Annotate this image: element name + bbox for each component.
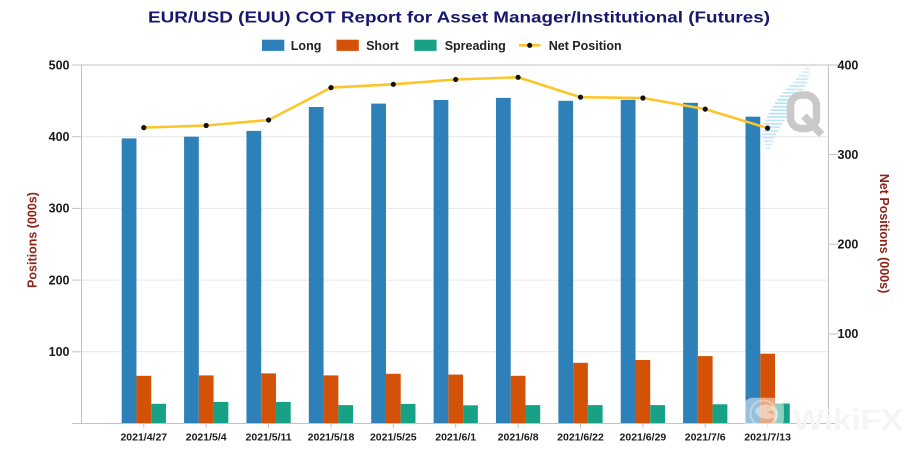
svg-text:2021/5/25: 2021/5/25	[370, 432, 417, 444]
svg-text:100: 100	[49, 345, 70, 359]
svg-text:200: 200	[49, 273, 70, 287]
svg-text:EUR/USD (EUU) COT Report for A: EUR/USD (EUU) COT Report for Asset Manag…	[148, 10, 770, 27]
svg-text:2021/6/29: 2021/6/29	[620, 432, 667, 444]
svg-text:400: 400	[838, 58, 859, 72]
svg-text:Positions (000s): Positions (000s)	[26, 192, 40, 288]
svg-text:200: 200	[838, 238, 859, 252]
svg-text:2021/7/6: 2021/7/6	[685, 432, 726, 444]
svg-text:100: 100	[838, 327, 859, 341]
svg-text:300: 300	[49, 202, 70, 216]
svg-text:Spreading: Spreading	[445, 39, 506, 53]
svg-text:400: 400	[49, 130, 70, 144]
svg-text:2021/5/4: 2021/5/4	[186, 432, 227, 444]
svg-text:Net Position: Net Position	[549, 39, 622, 53]
svg-text:2021/7/13: 2021/7/13	[744, 432, 791, 444]
svg-text:WikiFX: WikiFX	[793, 404, 903, 437]
svg-text:2021/4/27: 2021/4/27	[120, 432, 167, 444]
svg-text:Short: Short	[366, 39, 399, 53]
svg-text:2021/5/18: 2021/5/18	[308, 432, 355, 444]
svg-text:2021/6/22: 2021/6/22	[557, 432, 604, 444]
svg-text:2021/6/8: 2021/6/8	[498, 432, 539, 444]
svg-text:300: 300	[838, 148, 859, 162]
svg-text:Net Positions (000s): Net Positions (000s)	[877, 174, 891, 293]
svg-text:500: 500	[49, 58, 70, 72]
svg-text:2021/5/11: 2021/5/11	[246, 432, 292, 444]
svg-text:2021/6/1: 2021/6/1	[435, 432, 476, 444]
svg-text:Long: Long	[291, 39, 322, 53]
